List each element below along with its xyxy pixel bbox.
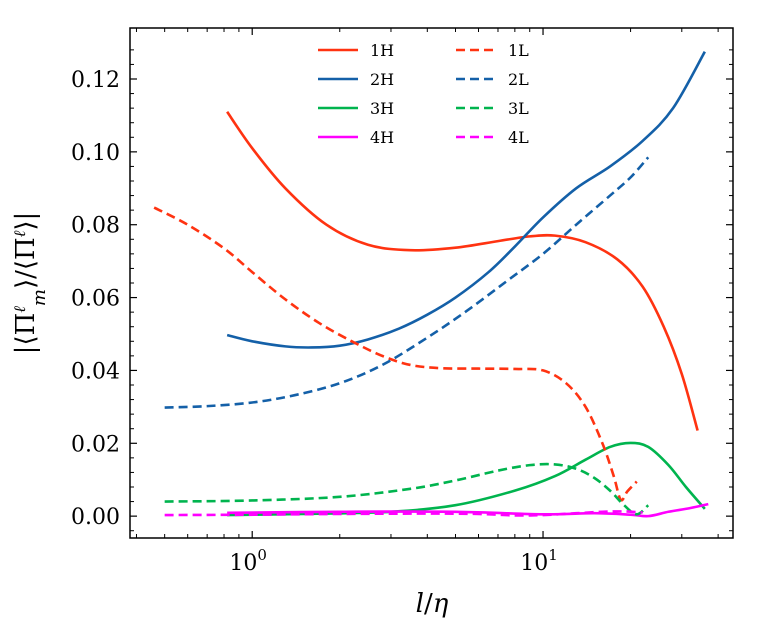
legend-label-4h: 4H bbox=[370, 128, 394, 147]
y-axis-label: |⟨Πℓm⟩/⟨Πℓ⟩| bbox=[10, 212, 50, 355]
y-tick-label: 0.08 bbox=[71, 214, 120, 239]
series-line-4h bbox=[227, 502, 709, 518]
legend-label-1h: 1H bbox=[370, 41, 394, 60]
y-tick-label: 0.10 bbox=[71, 141, 120, 166]
plot-frame bbox=[129, 27, 734, 539]
series-line-2l bbox=[164, 156, 650, 409]
y-tick-label: 0.02 bbox=[71, 432, 120, 457]
y-tick-label: 0.04 bbox=[71, 359, 120, 384]
legend-label-2h: 2H bbox=[370, 70, 394, 89]
legend-label-3h: 3H bbox=[370, 99, 394, 118]
series-line-2h bbox=[226, 51, 706, 349]
series-line-3l bbox=[164, 462, 650, 516]
tick-layer: 0.00 0.02 0.04 0.06 0.08 0.10 0.12 100 101 bbox=[71, 28, 733, 576]
y-tick-label: 0.06 bbox=[71, 287, 120, 312]
legend-label-2l: 2L bbox=[508, 70, 529, 89]
legend-label-1l: 1L bbox=[508, 41, 529, 60]
x-tick-label: 101 bbox=[520, 546, 558, 576]
series-line-1h bbox=[226, 111, 699, 431]
legend-label-4l: 4L bbox=[508, 128, 529, 147]
x-tick-label: 100 bbox=[229, 546, 267, 576]
legend-label-3l: 3L bbox=[508, 99, 529, 118]
series-line-1l bbox=[153, 206, 638, 502]
legend: 1H 2H 3H 4H 1L 2L 3L 4L bbox=[318, 41, 529, 147]
x-axis-label: l/η bbox=[416, 589, 449, 619]
series-line-4l bbox=[164, 510, 643, 517]
y-tick-label: 0.12 bbox=[71, 68, 120, 93]
series-layer bbox=[153, 51, 709, 518]
y-tick-label: 0.00 bbox=[71, 505, 120, 530]
